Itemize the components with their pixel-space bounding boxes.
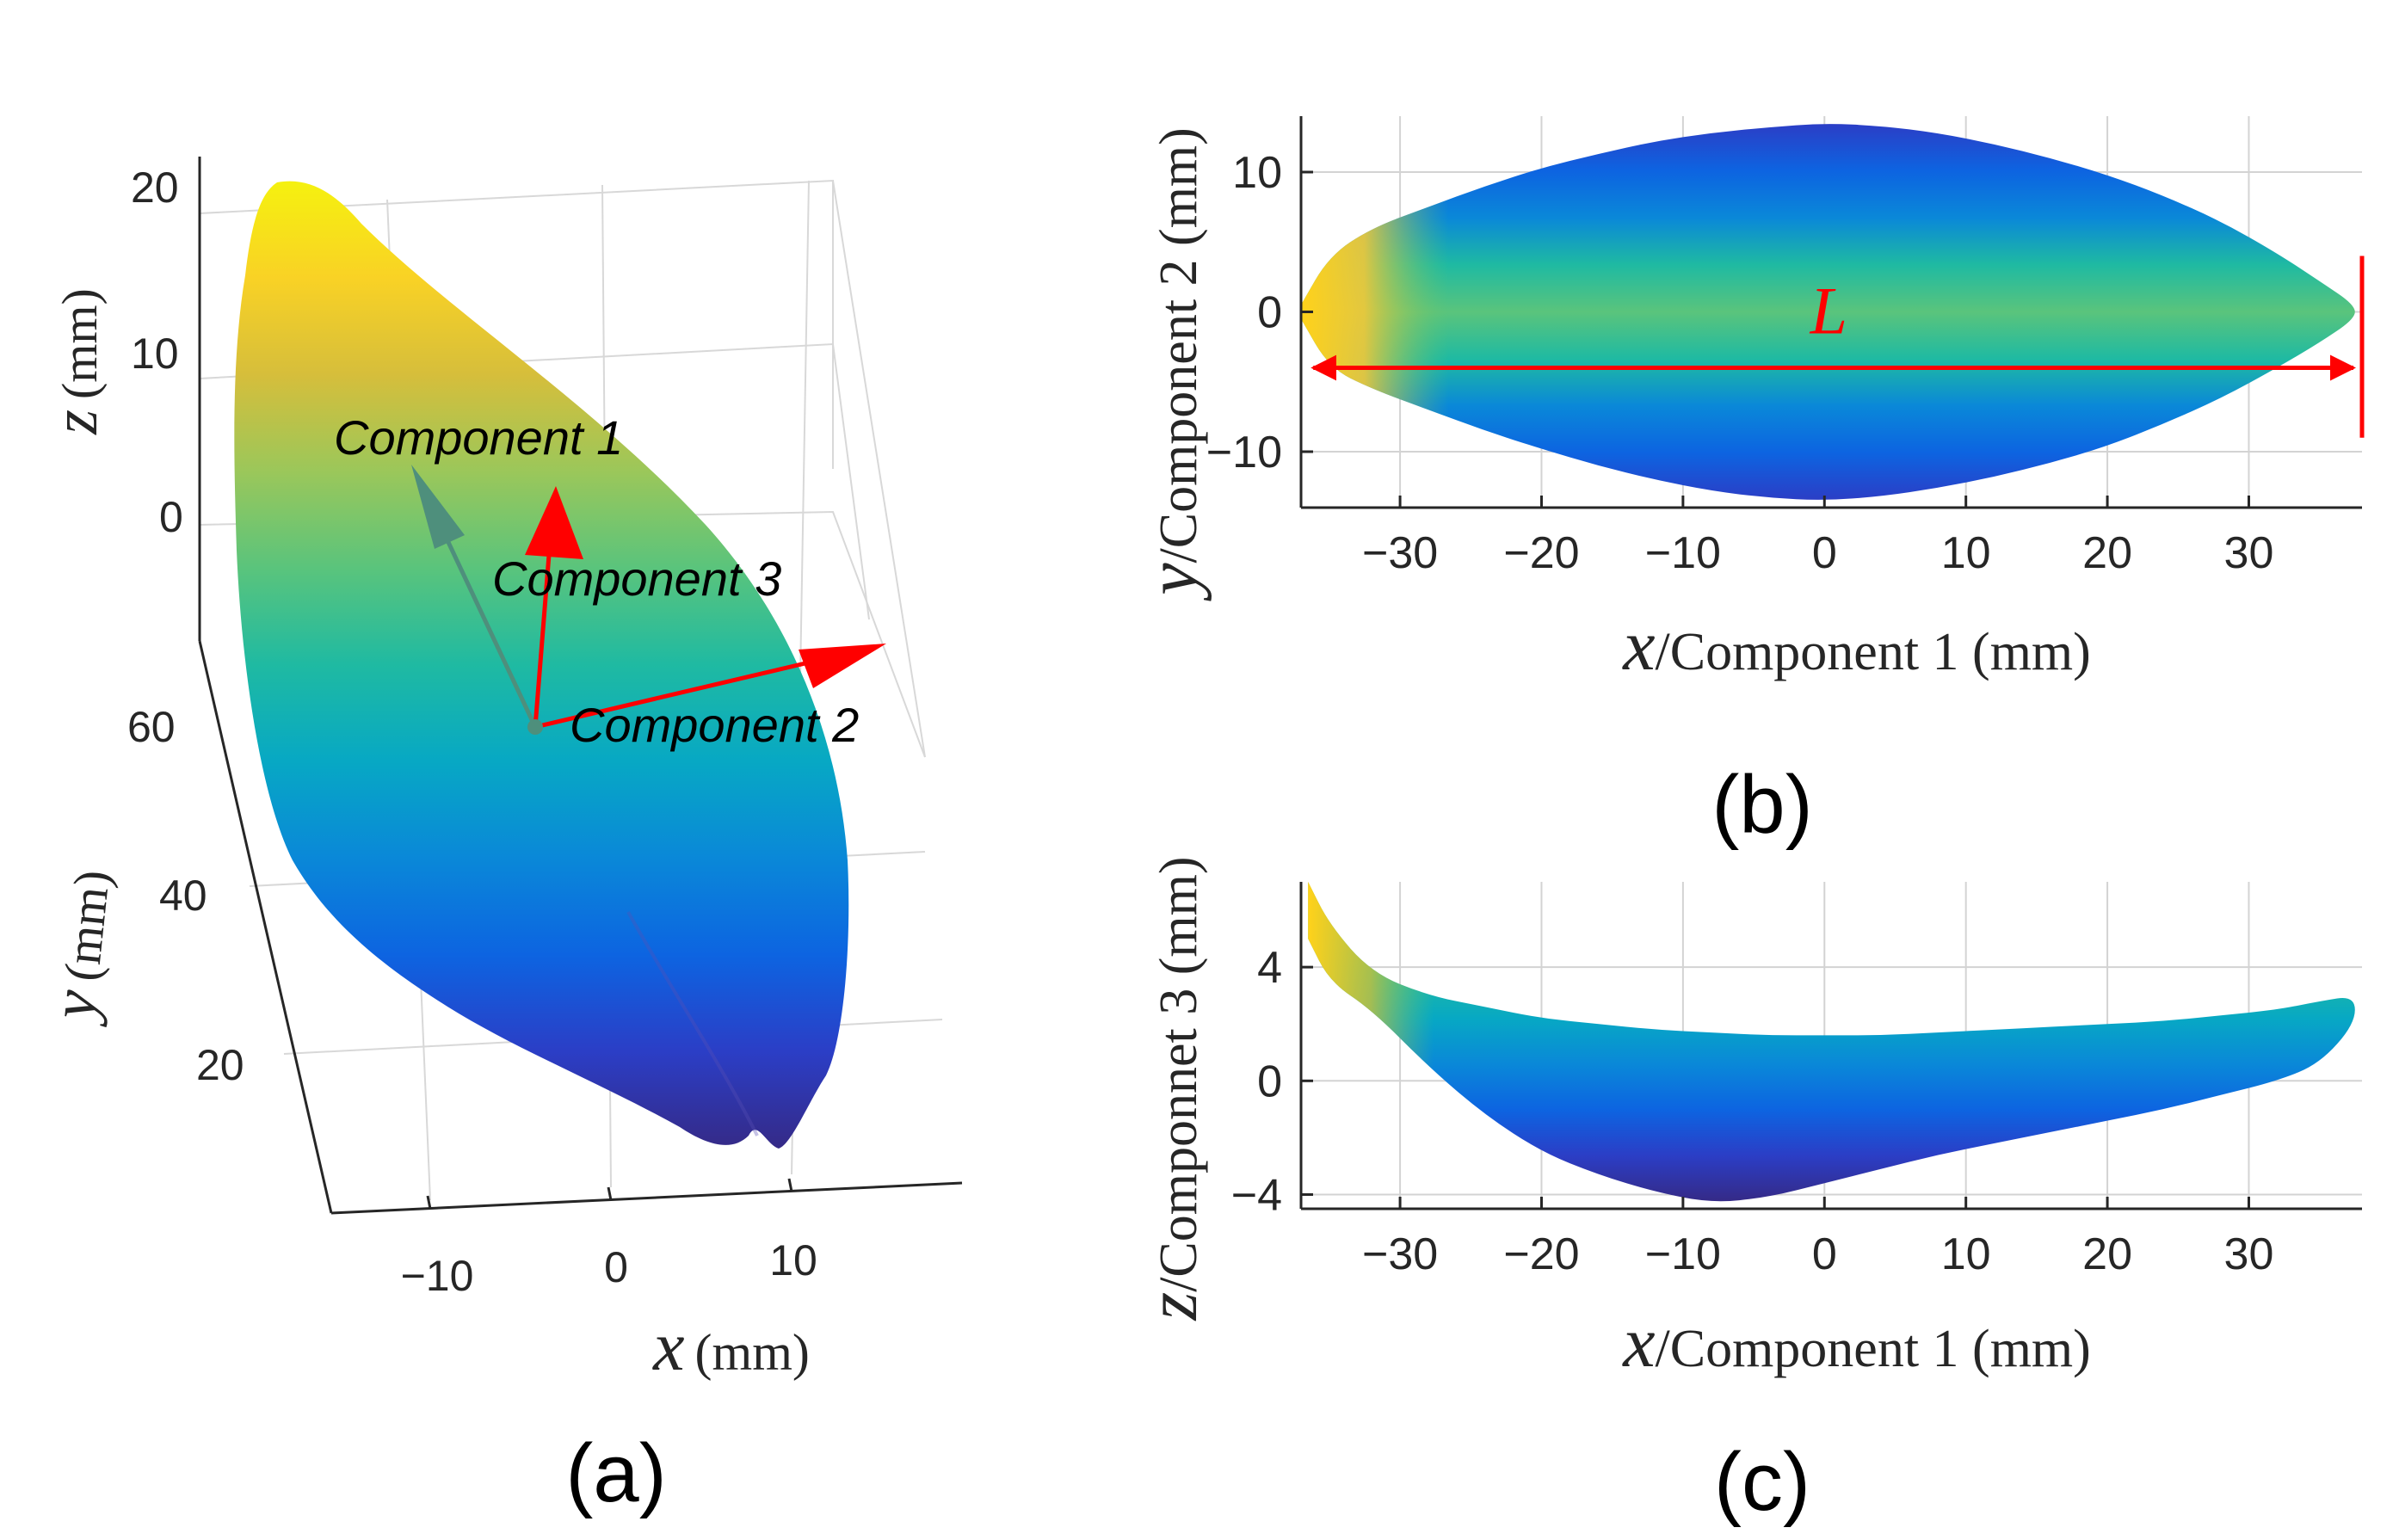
x-tick-label: 0 (1812, 1229, 1837, 1279)
component-1-arrowhead-icon (411, 465, 465, 549)
panel-b-y-variable: y (1132, 563, 1212, 602)
panel-a-component-vectors (411, 465, 886, 735)
panel-c-label: (c) (1714, 1436, 1810, 1528)
x-tick-label: 20 (2082, 528, 2132, 578)
y-tick-label: 20 (196, 1041, 244, 1089)
panel-b-y-axis-label: y/Component 2 (mm) (1132, 127, 1212, 602)
x-tick-label: −10 (401, 1252, 474, 1300)
panel-c-tick-labels: −30 −20 −10 0 10 20 30 −4 0 4 (1231, 943, 2274, 1279)
panel-a: Component 1 Component 3 Component 2 20 1… (38, 157, 963, 1519)
panel-a-tick-labels: 20 10 0 60 40 20 −10 0 10 (127, 163, 817, 1300)
z-tick-label: 20 (131, 163, 179, 212)
panel-b: −30 −20 −10 0 10 20 30 −10 0 10 L x/Component 1 (… (1132, 116, 2365, 851)
y-axis-unit: (mm) (53, 867, 120, 983)
x-tick-label: 0 (604, 1243, 628, 1291)
component-2-label: Component 2 (570, 698, 859, 752)
y-axis-variable: y (38, 987, 112, 1028)
panel-a-axes (198, 157, 963, 1215)
x-tick-label: 20 (2082, 1229, 2132, 1279)
z-axis-unit: (mm) (52, 288, 108, 399)
panel-a-component-labels: Component 1 Component 3 Component 2 (334, 410, 859, 752)
x-tick-label: −20 (1503, 1229, 1579, 1279)
x-axis-unit: (mm) (695, 1324, 810, 1381)
component-origin (527, 719, 543, 735)
component-3-vector (533, 533, 553, 728)
component-1-label: Component 1 (334, 410, 623, 465)
panel-b-label: (b) (1711, 759, 1812, 851)
panel-c-y-axis-label: z/Componnet 3 (mm) (1132, 857, 1212, 1321)
y-tick-label: 0 (1257, 288, 1282, 338)
x-tick-label: 30 (2224, 528, 2274, 578)
panel-b-x-axis-label: x/Component 1 (mm) (1621, 606, 2091, 686)
y-tick-label: 0 (1257, 1056, 1282, 1106)
x-tick-label: 10 (769, 1236, 817, 1284)
length-measurement: L (1311, 256, 2365, 438)
y-tick-label: −10 (1206, 428, 1282, 477)
z-tick-label: 10 (131, 330, 179, 378)
panel-c-tip-highlight (1308, 882, 2355, 1202)
y-tick-label: 4 (1257, 943, 1282, 993)
panel-c-x-variable: x (1621, 1303, 1655, 1383)
panel-b-x-variable: x (1621, 606, 1655, 686)
panel-b-axes (1299, 116, 2362, 509)
x-tick-label: −20 (1503, 528, 1579, 578)
x-axis-variable: x (652, 1307, 684, 1385)
panel-c-x-axis-label: x/Component 1 (mm) (1621, 1303, 2091, 1383)
x-tick-label: 10 (1941, 528, 1991, 578)
panel-a-lobe-crease (626, 911, 759, 1137)
x-tick-label: −30 (1362, 1229, 1438, 1279)
panel-c-axes (1299, 882, 2362, 1210)
length-label: L (1810, 274, 1847, 348)
y-tick-label: 10 (1232, 148, 1282, 198)
panel-a-x-axis-label: x (mm) (652, 1307, 810, 1385)
component-2-vector (534, 660, 810, 730)
panel-c: −30 −20 −10 0 10 20 30−404 x/Component 1 (mm) … (1132, 857, 2362, 1528)
x-tick-label: 10 (1941, 1229, 1991, 1279)
x-tick-label: −30 (1362, 528, 1438, 578)
component-3-label: Component 3 (492, 551, 781, 606)
y-tick-label: 40 (159, 872, 207, 920)
component-2-arrowhead-icon (799, 644, 886, 688)
panel-c-x-label-text: /Component 1 (mm) (1656, 1320, 2091, 1378)
y-tick-label: 60 (127, 703, 176, 751)
x-tick-label: 0 (1812, 528, 1837, 578)
z-tick-label: 0 (159, 493, 183, 541)
panel-b-x-label-text: /Component 1 (mm) (1656, 623, 2091, 681)
z-axis-variable: z (40, 410, 111, 435)
panel-a-z-axis-label: z (mm) (40, 288, 111, 435)
panel-a-label: (a) (565, 1427, 666, 1519)
panel-b-tick-labels: −30 −20 −10 0 10 20 30 −10 0 10 (1206, 148, 2274, 578)
x-tick-label: −10 (1645, 1229, 1721, 1279)
panel-b-y-label-text: /Component 2 (mm) (1150, 127, 1208, 563)
panel-c-y-label-text: /Componnet 3 (mm) (1150, 857, 1208, 1292)
panel-c-y-variable: z (1132, 1292, 1212, 1321)
panel-a-y-axis-label: y(mm) (38, 866, 124, 1028)
x-tick-label: 30 (2224, 1229, 2274, 1279)
x-tick-label: −10 (1645, 528, 1721, 578)
panel-b-tip-highlight (1301, 124, 2355, 500)
y-tick-label: −4 (1231, 1170, 1282, 1220)
component-3-arrowhead-icon (525, 486, 583, 559)
